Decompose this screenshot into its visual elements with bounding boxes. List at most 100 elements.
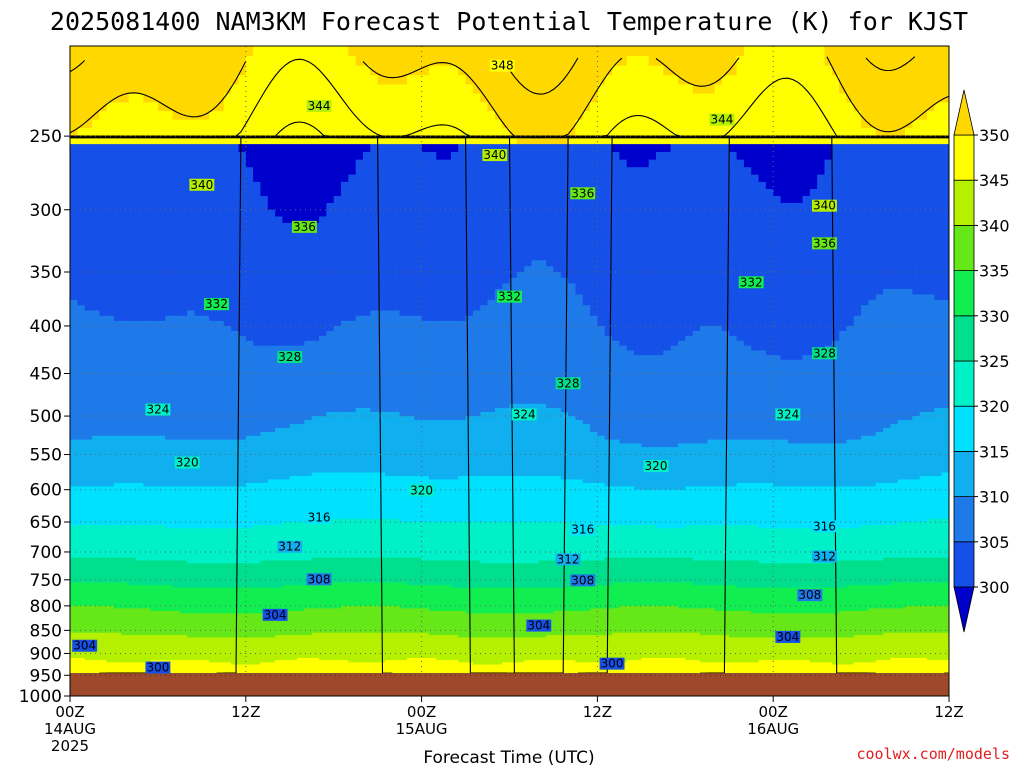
filled-band-cell <box>194 315 203 441</box>
filled-band-cell <box>450 522 459 562</box>
filled-band-cell <box>890 482 899 526</box>
filled-band-cell <box>99 605 108 634</box>
filled-band-cell <box>472 310 481 417</box>
filled-band-cell <box>392 605 401 634</box>
filled-band-cell <box>428 144 437 153</box>
filled-band-cell <box>758 482 767 529</box>
filled-band-cell <box>150 525 159 562</box>
filled-band-cell <box>919 294 928 413</box>
filled-band-cell <box>194 587 203 614</box>
filled-band-cell <box>795 359 804 444</box>
filled-band-cell <box>436 320 445 421</box>
filled-band-cell <box>648 489 657 526</box>
contour-label: 328 <box>813 346 836 360</box>
filled-band-cell <box>106 557 115 584</box>
filled-band-cell <box>677 528 686 559</box>
filled-band-cell <box>656 657 664 674</box>
filled-band-cell <box>795 443 804 487</box>
filled-band-cell <box>428 46 437 67</box>
filled-band-cell <box>304 585 313 609</box>
filled-band-cell <box>201 563 210 589</box>
colorbar-swatch <box>953 270 975 317</box>
filled-band-cell <box>516 637 525 663</box>
filled-band-cell <box>575 662 584 674</box>
filled-band-cell <box>685 632 694 661</box>
filled-band-cell <box>384 557 393 584</box>
filled-band-cell <box>524 266 533 405</box>
filled-band-cell <box>927 518 935 559</box>
filled-band-cell <box>194 637 203 661</box>
filled-band-cell <box>773 486 782 529</box>
filled-band-cell <box>575 479 584 526</box>
filled-band-cell <box>260 637 269 663</box>
filled-band-cell <box>575 46 584 121</box>
filled-band-cell <box>560 587 569 612</box>
filled-band-cell <box>758 46 767 145</box>
filled-band-cell <box>143 102 152 145</box>
filled-band-cell <box>824 563 833 589</box>
filled-band-cell <box>194 119 203 145</box>
filled-band-cell <box>524 637 533 661</box>
filled-band-cell <box>546 587 555 614</box>
filled-band-cell <box>399 315 408 417</box>
filled-band-cell <box>267 431 276 481</box>
filled-band-cell <box>765 144 774 190</box>
filled-band-cell <box>333 144 342 197</box>
contour-label-bg <box>812 550 837 563</box>
contour-label: 304 <box>73 639 96 653</box>
filled-band-cell <box>685 608 694 634</box>
filled-band-cell <box>297 610 305 636</box>
filled-band-cell <box>399 46 408 86</box>
filled-band-cell <box>157 486 166 526</box>
filled-band-cell <box>619 582 628 607</box>
x-tick-label: 16AUG <box>747 720 799 738</box>
filled-band-cell <box>297 345 305 425</box>
filled-band-cell <box>157 560 166 586</box>
filled-band-cell <box>743 144 752 168</box>
filled-band-cell <box>597 46 606 86</box>
filled-band-cell <box>341 46 349 145</box>
filled-band-cell <box>670 657 679 674</box>
filled-band-cell <box>729 439 738 487</box>
filled-band-cell <box>267 525 276 562</box>
filled-band-cell <box>839 560 848 589</box>
filled-band-cell <box>267 662 276 674</box>
filled-band-cell <box>165 439 174 487</box>
contour-label: 332 <box>205 297 228 311</box>
filled-band-cell <box>685 582 694 609</box>
filled-band-cell <box>773 637 782 661</box>
filled-band-cell <box>231 528 240 564</box>
filled-band-cell <box>428 585 437 612</box>
colorbar-label: 325 <box>979 352 1010 371</box>
filled-band-cell <box>582 305 591 425</box>
filled-band-cell <box>692 632 701 661</box>
filled-band-cell <box>883 136 891 145</box>
filled-band-cell <box>326 632 335 661</box>
filled-band-cell <box>480 587 489 614</box>
filled-band-cell <box>487 46 496 112</box>
filled-band-cell <box>538 144 547 261</box>
filled-band-cell <box>99 582 108 607</box>
filled-band-cell <box>795 486 804 529</box>
filled-band-cell <box>721 560 730 586</box>
filled-band-cell <box>260 431 269 484</box>
contour-label: 308 <box>308 572 331 586</box>
filled-band-cell <box>758 528 767 564</box>
filled-band-cell <box>758 350 767 441</box>
filled-band-cell <box>699 443 708 487</box>
filled-band-cell <box>194 613 203 639</box>
filled-band-cell <box>458 75 467 145</box>
filled-band-cell <box>751 144 760 176</box>
filled-band-cell <box>172 119 181 145</box>
filled-band-cell <box>736 560 745 589</box>
filled-band-cell <box>377 144 386 312</box>
filled-band-cell <box>231 664 240 674</box>
filled-band-cell <box>77 305 86 441</box>
colorbar-swatch <box>953 315 975 362</box>
filled-band-cell <box>721 46 730 76</box>
filled-band-cell <box>934 518 943 559</box>
filled-band-cell <box>736 55 745 145</box>
filled-band-cell <box>209 486 218 529</box>
filled-band-cell <box>428 65 437 145</box>
filled-band-cell <box>392 632 401 661</box>
